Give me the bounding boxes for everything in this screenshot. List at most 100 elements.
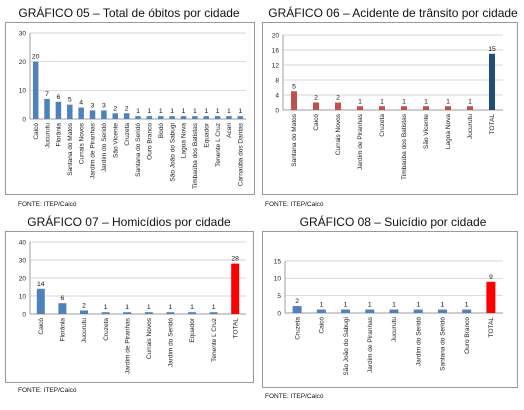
data-label: 6 (57, 94, 61, 101)
bar (486, 281, 496, 313)
chart-svg-obitos: 0 10 20 30 20 Caicó 7 Jucurutu 6 Florânia 5 Santana… (19, 30, 246, 189)
data-label: 1 (104, 304, 108, 311)
y-tick-label: 30 (19, 30, 27, 37)
x-tick-label: Currais Novos (78, 122, 85, 164)
bar (292, 306, 302, 313)
data-label: 1 (170, 108, 174, 115)
x-tick-label: Bodó (158, 123, 165, 139)
chart-source: FONTE: ITEP/Caicó (18, 387, 77, 394)
data-label: 2 (82, 302, 86, 309)
data-label: 1 (468, 98, 472, 105)
x-tick-label: Cruzeta (294, 317, 301, 340)
data-label: 1 (147, 304, 151, 311)
bar (112, 113, 119, 119)
bar (313, 102, 319, 110)
y-tick-label: 15 (274, 258, 282, 265)
data-label: 1 (182, 108, 186, 115)
bar (146, 116, 153, 119)
x-tick-label: Currais Novos (335, 113, 342, 155)
x-tick-label: Jucurutu (391, 317, 398, 342)
data-label: 1 (159, 108, 163, 115)
x-tick-label: Tenente L Cruz (215, 123, 222, 167)
bar (180, 116, 187, 119)
x-tick-label: Equador (203, 122, 210, 147)
data-label: 3 (102, 102, 106, 109)
data-label: 15 (488, 46, 496, 53)
chart-title: GRÁFICO 08 – Suicídio por cidade (299, 215, 487, 229)
data-label: 28 (231, 256, 239, 263)
x-tick-label: Ouro Branco (147, 123, 154, 160)
y-tick-label: 30 (19, 257, 27, 264)
x-tick-label: Jardim do Seridó (168, 318, 175, 368)
bar (123, 312, 132, 314)
data-label: 2 (314, 95, 318, 102)
chart-svg-suicidio: 0 5 10 15 2 Cruzeta 1 Caicó 1 São João do Sabugi 1… (274, 258, 503, 376)
bar (462, 309, 472, 313)
data-label: 1 (212, 304, 216, 311)
bar (123, 113, 130, 119)
x-tick-label: Florânia (60, 318, 67, 342)
x-tick-label: TOTAL (489, 114, 496, 135)
bar (209, 312, 218, 314)
bar (489, 53, 495, 110)
y-tick-label: 8 (275, 77, 279, 84)
data-label: 2 (125, 105, 129, 112)
bar (423, 106, 429, 110)
y-tick-label: 0 (275, 107, 279, 114)
bar (237, 116, 244, 119)
x-tick-label: Santana do Matos (291, 113, 298, 167)
data-label: 1 (380, 98, 384, 105)
y-tick-label: 20 (19, 59, 27, 66)
y-tick-label: 20 (19, 275, 27, 282)
bar (80, 310, 88, 314)
x-tick-label: Cruzeta (379, 114, 386, 137)
data-label: 6 (61, 295, 65, 302)
chart-frame: 0 5 10 15 2 Cruzeta 1 Caicó 1 São João do Sabugi 1… (262, 231, 518, 388)
x-tick-label: TOTAL (232, 318, 239, 339)
bar (157, 116, 164, 119)
data-label: 1 (169, 304, 173, 311)
data-label: 1 (465, 302, 469, 309)
chart-svg-acidentes: 0 4 8 12 16 20 5 Santana do Matos 2 Caicó 2 Currais… (272, 32, 503, 180)
bar (357, 106, 363, 110)
x-tick-label: Jucurutu (467, 114, 474, 139)
data-label: 1 (147, 108, 151, 115)
chart-frame: 0 10 20 30 20 Caicó 7 Jucurutu 6 Florânia 5 Santana… (5, 22, 255, 195)
x-tick-label: Acari (226, 123, 233, 138)
bar (437, 309, 447, 313)
x-tick-label: Jardim do Seridó (101, 123, 108, 173)
x-tick-label: Jardim de Piranhas (124, 317, 131, 374)
bar (169, 116, 175, 119)
data-label: 14 (37, 281, 45, 288)
x-tick-label: Cruzeta (124, 123, 131, 146)
data-label: 1 (424, 98, 428, 105)
data-label: 4 (79, 100, 83, 107)
data-label: 1 (216, 108, 220, 115)
data-label: 1 (441, 302, 445, 309)
data-label: 3 (91, 102, 95, 109)
bar (55, 101, 62, 119)
y-tick-label: 0 (22, 116, 26, 123)
x-tick-label: Lagoa Nova (445, 114, 452, 149)
chart-title: GRÁFICO 05 – Total de óbitos por cidade (18, 6, 240, 20)
chart-frame: 0 4 8 12 16 20 5 Santana do Matos 2 Caicó 2 Currais… (262, 22, 518, 195)
y-tick-label: 10 (274, 276, 282, 283)
x-tick-label: Caicó (33, 123, 40, 140)
bar (401, 106, 407, 110)
x-tick-label: Lagoa Nova (181, 123, 188, 158)
bar (335, 102, 341, 110)
data-label: 1 (136, 108, 140, 115)
y-tick-label: 16 (272, 47, 280, 54)
y-tick-label: 10 (19, 88, 27, 95)
x-tick-label: Tenente L Cruz (211, 318, 218, 362)
bar (89, 110, 96, 119)
x-tick-label: Jucurutu (81, 318, 88, 343)
x-tick-label: TOTAL (488, 317, 495, 338)
x-tick-label: São João do Sabugi (169, 123, 176, 182)
bar (188, 312, 196, 314)
chart-source: FONTE: ITEP/Caicó (18, 201, 77, 208)
bar (316, 309, 326, 313)
x-tick-label: Caicó (313, 114, 320, 131)
chart-title: GRÁFICO 06 – Acidente de trânsito por ci… (268, 6, 518, 20)
x-tick-label: Santana do Seridó (135, 123, 142, 177)
